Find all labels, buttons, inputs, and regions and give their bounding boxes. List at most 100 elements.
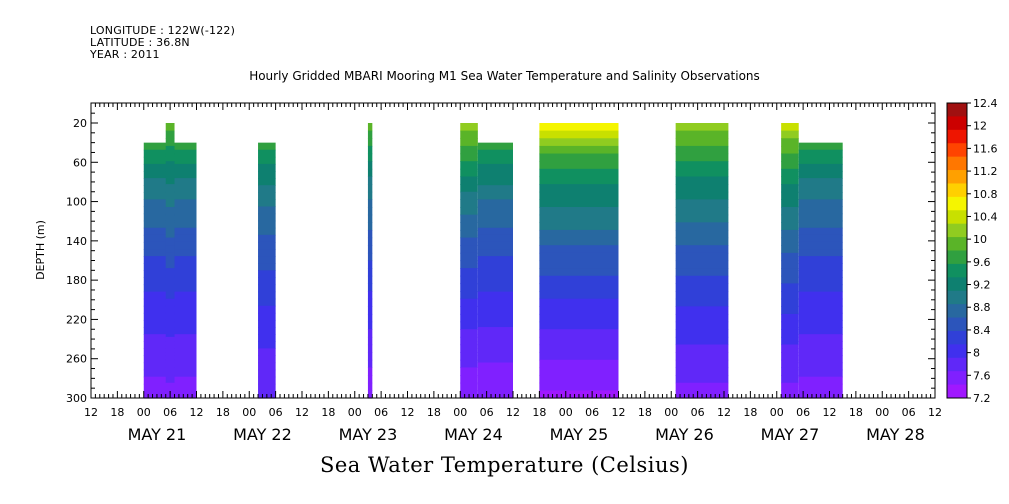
temperature-band bbox=[367, 329, 373, 338]
x-hour-label: 18 bbox=[638, 406, 652, 419]
temperature-band bbox=[477, 199, 513, 208]
temperature-band bbox=[675, 130, 729, 139]
temperature-band bbox=[781, 229, 799, 239]
temperature-band bbox=[367, 229, 373, 239]
x-hour-label: 18 bbox=[110, 406, 124, 419]
temperature-band bbox=[258, 355, 276, 364]
temperature-band bbox=[539, 298, 619, 307]
temperature-band bbox=[539, 382, 619, 391]
colorbar-label: 8.4 bbox=[973, 324, 991, 337]
temperature-band bbox=[781, 382, 799, 391]
temperature-band bbox=[258, 291, 276, 300]
temperature-band bbox=[367, 352, 373, 361]
temperature-band bbox=[460, 336, 478, 346]
temperature-band bbox=[258, 149, 276, 158]
chart-title: Hourly Gridded MBARI Mooring M1 Sea Wate… bbox=[249, 69, 760, 83]
temperature-band bbox=[165, 352, 175, 361]
temperature-band bbox=[367, 382, 373, 391]
colorbar-swatch bbox=[947, 116, 967, 131]
latitude-label: LATITUDE : 36.8N bbox=[90, 36, 190, 49]
temperature-band bbox=[675, 168, 729, 178]
temperature-band bbox=[798, 149, 843, 158]
year-label: YEAR : 2011 bbox=[90, 48, 160, 61]
temperature-band bbox=[460, 375, 478, 384]
temperature-band bbox=[367, 237, 373, 246]
temperature-band bbox=[477, 220, 513, 229]
segment-5 bbox=[539, 123, 619, 399]
temperature-band bbox=[781, 313, 799, 323]
temperature-band bbox=[781, 145, 799, 155]
temperature-band bbox=[460, 245, 478, 254]
colorbar-label: 7.6 bbox=[973, 369, 991, 382]
temperature-band bbox=[258, 227, 276, 236]
colorbar-label: 10.4 bbox=[973, 210, 998, 223]
temperature-band bbox=[165, 245, 175, 254]
temperature-band bbox=[477, 355, 513, 364]
colorbar-swatch bbox=[947, 196, 967, 211]
temperature-band bbox=[798, 206, 843, 215]
temperature-band bbox=[798, 234, 843, 243]
temperature-band bbox=[781, 191, 799, 200]
temperature-band bbox=[477, 178, 513, 186]
temperature-band bbox=[460, 283, 478, 292]
temperature-band bbox=[539, 245, 619, 254]
temperature-band bbox=[675, 199, 729, 208]
temperature-band bbox=[460, 199, 478, 208]
temperature-band bbox=[798, 355, 843, 364]
temperature-band bbox=[477, 192, 513, 200]
temperature-band bbox=[460, 161, 478, 170]
segment-7 bbox=[781, 123, 799, 399]
temperature-band bbox=[781, 153, 799, 162]
data-segments bbox=[143, 123, 843, 399]
segment-3 bbox=[460, 123, 478, 399]
temperature-band bbox=[460, 367, 478, 376]
temperature-band bbox=[367, 313, 373, 323]
temperature-band bbox=[781, 168, 799, 178]
temperature-band bbox=[539, 375, 619, 384]
temperature-band bbox=[798, 305, 843, 314]
temperature-band bbox=[367, 176, 373, 185]
temperature-band bbox=[781, 130, 799, 139]
temperature-band bbox=[781, 344, 799, 353]
temperature-band bbox=[367, 321, 373, 330]
colorbar-label: 11.2 bbox=[973, 165, 998, 178]
temperature-band bbox=[539, 275, 619, 285]
temperature-band bbox=[477, 149, 513, 158]
temperature-band bbox=[367, 214, 373, 223]
temperature-band bbox=[258, 206, 276, 215]
temperature-band bbox=[675, 229, 729, 239]
colorbar-swatch bbox=[947, 277, 967, 292]
temperature-band bbox=[539, 153, 619, 162]
temperature-band bbox=[798, 376, 843, 385]
x-hour-label: 12 bbox=[823, 406, 837, 419]
x-hour-label: 18 bbox=[427, 406, 441, 419]
temperature-band bbox=[258, 178, 276, 186]
temperature-band bbox=[798, 163, 843, 172]
temperature-band bbox=[258, 213, 276, 222]
temperature-band bbox=[460, 176, 478, 185]
temperature-band bbox=[165, 145, 175, 155]
temperature-band bbox=[539, 199, 619, 208]
temperature-band bbox=[539, 336, 619, 346]
colorbar-border bbox=[946, 102, 968, 399]
temperature-band bbox=[258, 256, 276, 264]
temperature-band bbox=[258, 241, 276, 250]
temperature-band bbox=[367, 291, 373, 300]
temperature-band bbox=[367, 168, 373, 178]
colorbar-swatch bbox=[947, 384, 967, 399]
temperature-band bbox=[675, 283, 729, 292]
temperature-band bbox=[258, 327, 276, 335]
y-tick-label: 180 bbox=[66, 274, 87, 287]
temperature-band bbox=[258, 298, 276, 307]
temperature-band bbox=[539, 237, 619, 246]
temperature-band bbox=[675, 313, 729, 323]
x-hour-label: 00 bbox=[137, 406, 151, 419]
y-axis-label: DEPTH (m) bbox=[34, 220, 47, 280]
colorbar-swatch bbox=[947, 344, 967, 359]
temperature-band bbox=[460, 313, 478, 323]
x-hour-label: 00 bbox=[770, 406, 784, 419]
x-hour-label: 00 bbox=[875, 406, 889, 419]
temperature-band bbox=[798, 241, 843, 250]
x-date-label: MAY 24 bbox=[444, 425, 503, 444]
